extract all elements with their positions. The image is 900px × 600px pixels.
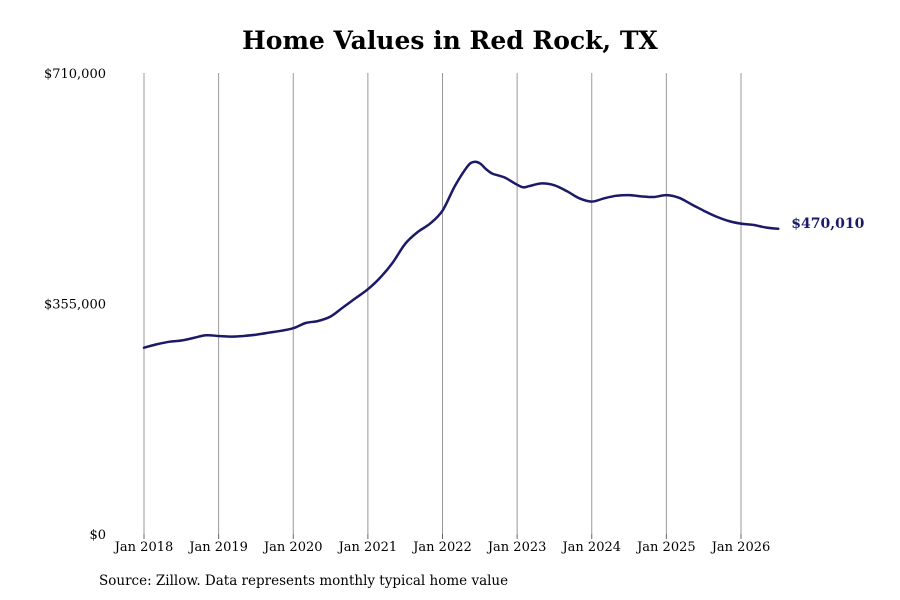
x-tick-label: Jan 2018 bbox=[113, 540, 174, 555]
x-tick-label: Jan 2020 bbox=[262, 540, 323, 555]
home-value-line bbox=[142, 160, 780, 349]
x-tick-label: Jan 2025 bbox=[635, 540, 696, 555]
y-tick-label: $710,000 bbox=[44, 67, 106, 82]
x-tick-label: Jan 2019 bbox=[187, 540, 248, 555]
y-axis-labels: $0 $355,000 $710,000 bbox=[44, 67, 106, 543]
x-tick-label: Jan 2022 bbox=[411, 540, 472, 555]
x-tick-label: Jan 2021 bbox=[337, 540, 398, 555]
x-axis-labels: Jan 2018 Jan 2019 Jan 2020 Jan 2021 Jan 2022… bbox=[113, 540, 771, 555]
source-note: Source: Zillow. Data represents monthly … bbox=[99, 573, 509, 589]
series-layer bbox=[142, 160, 780, 349]
x-tick-label: Jan 2023 bbox=[486, 540, 547, 555]
x-tick-label: Jan 2026 bbox=[710, 540, 771, 555]
x-tick-label: Jan 2024 bbox=[560, 540, 621, 555]
chart-title: Home Values in Red Rock, TX bbox=[242, 26, 658, 55]
grid-lines bbox=[143, 73, 742, 539]
y-tick-label: $355,000 bbox=[44, 298, 106, 313]
y-tick-label: $0 bbox=[89, 528, 106, 543]
end-value-label: $470,010 bbox=[791, 216, 864, 232]
